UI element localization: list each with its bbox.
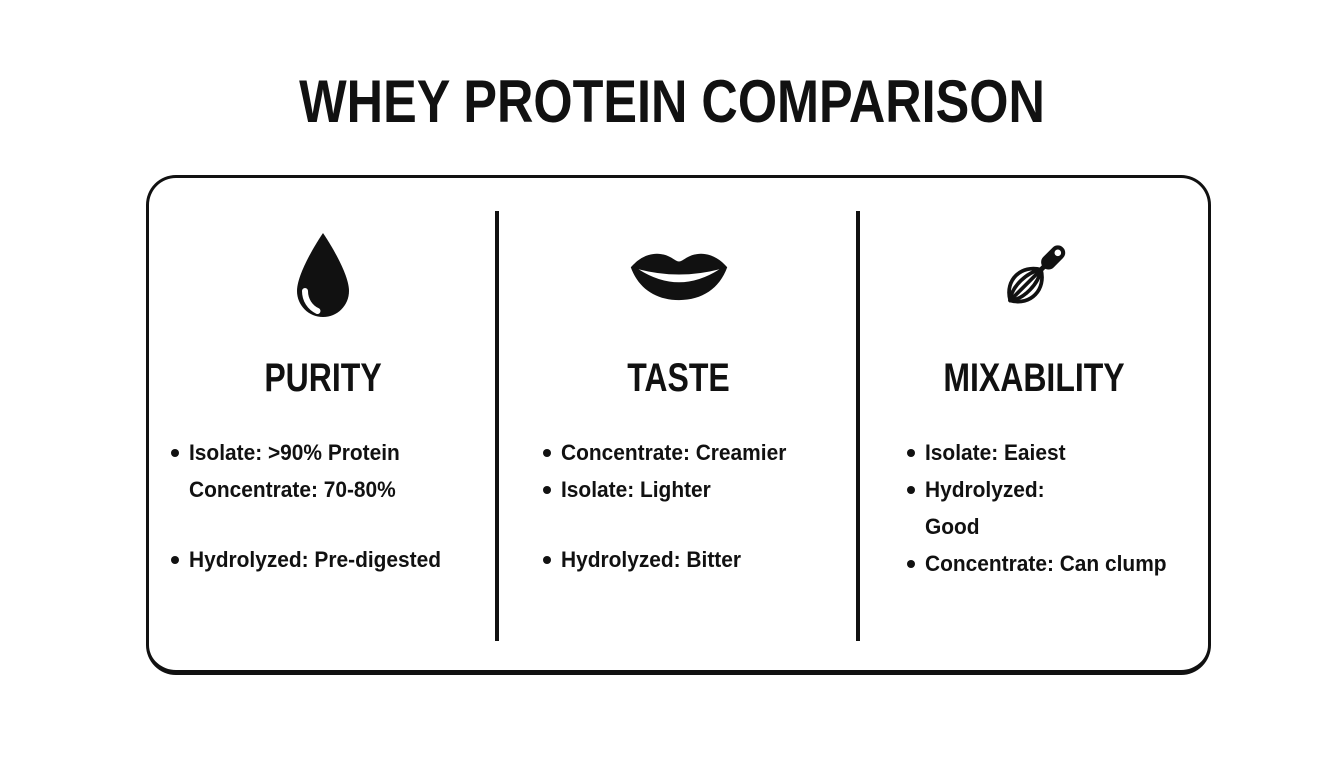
bullet-dot (171, 449, 189, 457)
taste-list: Concentrate: Creamier Isolate: Lighter H… (501, 434, 856, 578)
column-heading-taste: TASTE (627, 356, 730, 400)
list-item-text: Isolate: Eaiest (925, 439, 1066, 465)
list-item: Concentrate: Creamier (543, 434, 856, 471)
list-item: Hydrolyzed: Bitter (543, 541, 856, 578)
bullet-dot (171, 556, 189, 564)
list-item-text: Isolate: >90% Protein (189, 439, 400, 465)
column-heading-mixability: MIXABILITY (943, 356, 1125, 400)
bullet-dot (543, 449, 561, 457)
list-item-text: Concentrate: Creamier (561, 439, 787, 465)
list-spacer (543, 508, 856, 541)
bullet-dot (907, 449, 925, 457)
bullet-dot (171, 486, 189, 494)
list-item: Concentrate: Can clump (907, 545, 1208, 582)
list-item: Hydrolyzed: Pre-digested (171, 541, 497, 578)
list-spacer (171, 508, 497, 541)
bullet-dot (907, 523, 925, 531)
list-item-continuation: Concentrate: 70-80% (171, 471, 497, 508)
column-purity: PURITY Isolate: >90% Protein Concentrate… (149, 178, 497, 670)
list-item-text: Good (925, 513, 980, 539)
list-item-text: Concentrate: 70-80% (189, 476, 396, 502)
bullet-dot (543, 556, 561, 564)
list-item-text: Hydrolyzed: (925, 476, 1045, 502)
list-item-continuation: Good (907, 508, 1208, 545)
column-divider-2 (856, 211, 860, 641)
lips-icon (501, 230, 856, 320)
bullet-dot (907, 486, 925, 494)
column-taste: TASTE Concentrate: Creamier Isolate: Lig… (501, 178, 856, 670)
comparison-card: PURITY Isolate: >90% Protein Concentrate… (146, 175, 1211, 675)
list-item: Isolate: Eaiest (907, 434, 1208, 471)
list-item-text: Isolate: Lighter (561, 476, 711, 502)
list-item-text: Hydrolyzed: Pre-digested (189, 546, 442, 572)
column-divider-1 (495, 211, 499, 641)
whisk-icon (860, 230, 1208, 320)
column-mixability: MIXABILITY Isolate: Eaiest Hydrolyzed: G… (860, 178, 1208, 670)
page-title: WHEY PROTEIN COMPARISON (299, 68, 1045, 135)
bullet-dot (543, 486, 561, 494)
list-item: Isolate: Lighter (543, 471, 856, 508)
list-item-text: Concentrate: Can clump (925, 550, 1167, 576)
list-item: Hydrolyzed: (907, 471, 1208, 508)
list-item-text: Hydrolyzed: Bitter (561, 546, 742, 572)
purity-list: Isolate: >90% Protein Concentrate: 70-80… (149, 434, 497, 578)
droplet-icon (149, 230, 497, 320)
bullet-dot (907, 560, 925, 568)
list-item: Isolate: >90% Protein (171, 434, 497, 471)
mixability-list: Isolate: Eaiest Hydrolyzed: Good Concent… (860, 434, 1208, 582)
column-heading-purity: PURITY (264, 356, 382, 400)
